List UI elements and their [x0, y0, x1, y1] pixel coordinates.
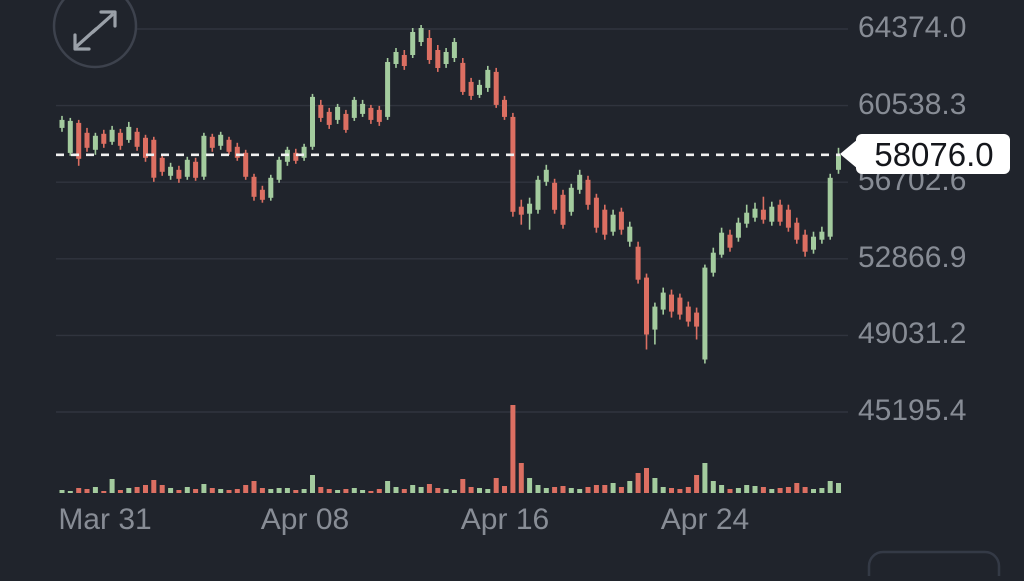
y-axis: 64374.0 60538.3 56702.6 52866.9 49031.2 …: [858, 11, 966, 427]
expand-button-circle: [52, 0, 138, 69]
bottom-right-button-cutoff[interactable]: [867, 550, 1001, 581]
expand-button[interactable]: [52, 0, 138, 69]
x-axis-label: Apr 16: [461, 503, 549, 536]
price-tag-arrow: [840, 139, 858, 169]
candles-layer: [59, 25, 841, 364]
x-axis-label: Apr 08: [261, 503, 349, 536]
current-price-tag: 58076.0: [840, 134, 1010, 174]
expand-arrows-icon: [73, 10, 117, 51]
price-tag-value: 58076.0: [874, 136, 993, 173]
y-axis-label: 52866.9: [858, 241, 966, 274]
y-axis-label: 64374.0: [858, 11, 966, 44]
price-tag-body: [856, 134, 1010, 174]
x-axis: Mar 31 Apr 08 Apr 16 Apr 24: [58, 503, 749, 536]
y-axis-label: 45195.4: [858, 394, 966, 427]
grid-layer: [56, 28, 848, 413]
volume-layer: [59, 405, 841, 493]
x-axis-label: Mar 31: [58, 503, 151, 536]
y-axis-label: 60538.3: [858, 88, 966, 121]
x-axis-label: Apr 24: [661, 503, 749, 536]
y-axis-label: 49031.2: [858, 317, 966, 350]
